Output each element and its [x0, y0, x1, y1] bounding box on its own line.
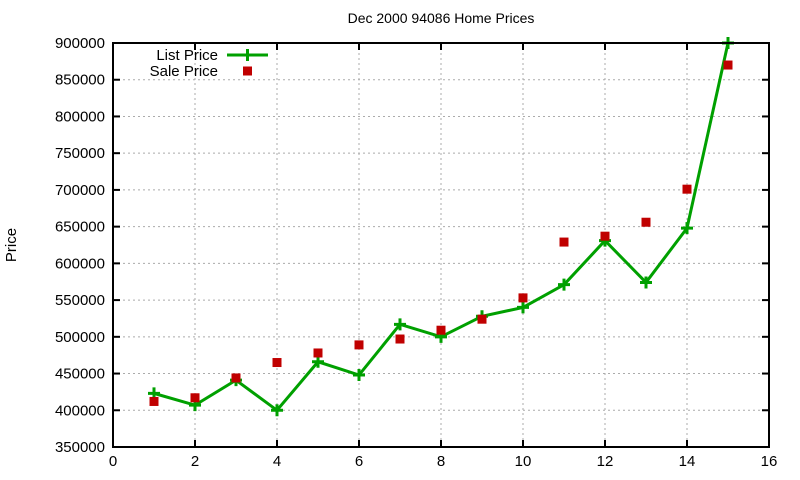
legend-label-sale-price: Sale Price [150, 63, 218, 80]
axis-layer: 0 2 4 6 8 10 12 14 16 350000 400000 450000 500000 550… [55, 35, 777, 470]
x-tick-label: 2 [191, 453, 199, 470]
chart-title: Dec 2000 94086 Home Prices [348, 10, 535, 26]
cross-marker [517, 301, 529, 314]
square-marker [641, 217, 651, 227]
y-tick-label: 400000 [55, 402, 105, 419]
y-tick-label: 600000 [55, 255, 105, 272]
cross-marker [558, 278, 570, 291]
y-tick-label: 850000 [55, 72, 105, 89]
legend: List Price Sale Price [150, 47, 268, 80]
x-tick-label: 4 [273, 453, 281, 470]
square-marker [477, 314, 487, 324]
cross-marker [681, 222, 693, 235]
square-marker [272, 358, 282, 368]
square-marker [313, 348, 323, 358]
x-tick-label: 0 [109, 453, 117, 470]
y-tick-label: 750000 [55, 145, 105, 162]
y-axis-label: Price [3, 228, 20, 262]
x-tick-label: 8 [437, 453, 445, 470]
cross-marker [271, 404, 283, 417]
cross-marker [353, 369, 365, 382]
cross-marker [312, 355, 324, 368]
grid [113, 43, 769, 447]
y-tick-label: 550000 [55, 292, 105, 309]
x-tick-label: 16 [761, 453, 778, 470]
cross-marker-icon [241, 49, 254, 61]
square-marker-icon [243, 66, 252, 76]
y-tick-label: 350000 [55, 439, 105, 456]
square-marker [559, 237, 569, 247]
square-marker [395, 334, 405, 344]
legend-label-list-price: List Price [156, 47, 218, 64]
y-tick-label: 900000 [55, 35, 105, 52]
y-tick-label: 800000 [55, 108, 105, 125]
square-marker [436, 325, 446, 335]
x-tick-label: 14 [679, 453, 696, 470]
square-marker [518, 293, 528, 303]
y-tick-label: 450000 [55, 366, 105, 383]
square-marker [354, 340, 364, 350]
x-tick-label: 10 [515, 453, 532, 470]
x-tick-label: 12 [597, 453, 614, 470]
square-marker [682, 184, 692, 194]
y-tick-label: 650000 [55, 219, 105, 236]
square-marker [600, 231, 610, 241]
x-tick-label: 6 [355, 453, 363, 470]
square-marker [149, 396, 159, 406]
series-sale-price [149, 60, 733, 406]
square-marker [190, 393, 200, 403]
y-tick-label: 500000 [55, 329, 105, 346]
square-marker [723, 60, 733, 70]
cross-marker [640, 276, 652, 289]
y-tick-label: 700000 [55, 182, 105, 199]
square-marker [231, 373, 241, 383]
cross-marker [394, 318, 406, 331]
